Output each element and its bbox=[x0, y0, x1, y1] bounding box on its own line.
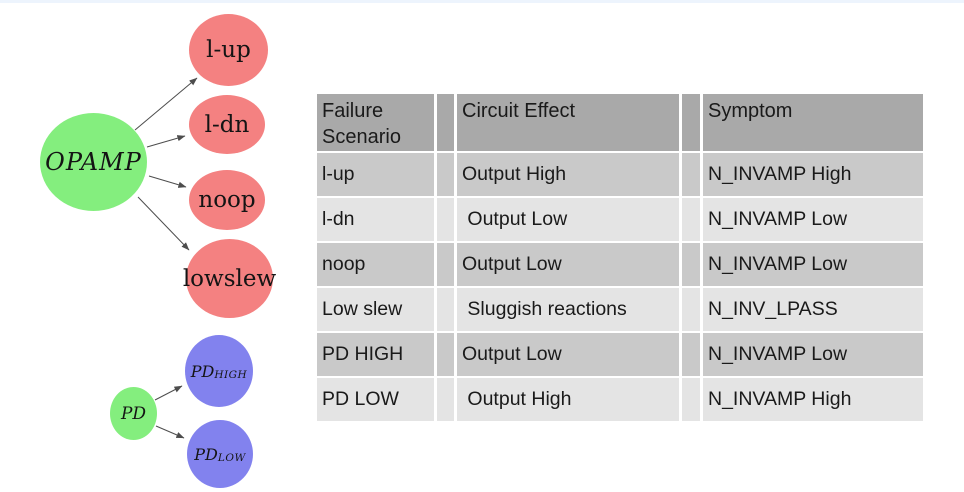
cell-scenario: PD HIGH bbox=[317, 333, 434, 376]
arrow-pd-pdlow-icon bbox=[155, 425, 185, 439]
node-pd-low-label: PD bbox=[194, 444, 218, 464]
cell-scenario: noop bbox=[317, 243, 434, 286]
node-pd-low: PD LOW bbox=[187, 420, 253, 488]
cell-effect: Output High bbox=[457, 153, 679, 196]
arrow-layer bbox=[134, 77, 198, 439]
arrow-opamp-lowslew-icon bbox=[137, 196, 190, 251]
cell-symptom: N_INV_LPASS bbox=[703, 288, 923, 331]
cell-spacer bbox=[437, 243, 454, 286]
node-pd-high-label: PD bbox=[190, 361, 215, 381]
node-opamp: OPAMP bbox=[40, 113, 147, 211]
cell-scenario: l-up bbox=[317, 153, 434, 196]
cell-spacer bbox=[682, 378, 700, 421]
node-noop: noop bbox=[189, 170, 265, 230]
cell-effect: Output Low bbox=[457, 333, 679, 376]
cell-spacer bbox=[437, 153, 454, 196]
node-lowslew-label: lowslew bbox=[182, 265, 277, 292]
node-pd-low-subscript: LOW bbox=[217, 451, 246, 464]
node-pd: PD bbox=[110, 387, 157, 440]
cell-scenario: Low slew bbox=[317, 288, 434, 331]
cell-scenario: PD LOW bbox=[317, 378, 434, 421]
cell-symptom: N_INVAMP High bbox=[703, 378, 923, 421]
cell-spacer bbox=[682, 288, 700, 331]
header-spacer bbox=[682, 94, 700, 151]
header-spacer bbox=[437, 94, 454, 151]
cell-spacer bbox=[682, 198, 700, 241]
header-symptom: Symptom bbox=[703, 94, 923, 151]
node-pd-high-subscript: HIGH bbox=[214, 368, 248, 381]
node-l-up: l-up bbox=[189, 14, 268, 86]
header-failure-scenario: Failure Scenario bbox=[317, 94, 434, 151]
node-noop-label: noop bbox=[198, 187, 256, 213]
cell-spacer bbox=[682, 243, 700, 286]
cell-effect: Output Low bbox=[457, 198, 679, 241]
cell-symptom: N_INVAMP Low bbox=[703, 198, 923, 241]
node-pd-high: PD HIGH bbox=[185, 335, 253, 407]
cell-spacer bbox=[437, 333, 454, 376]
cell-symptom: N_INVAMP Low bbox=[703, 333, 923, 376]
arrow-opamp-ldn-icon bbox=[146, 135, 186, 148]
arrow-connectors bbox=[134, 77, 198, 439]
cell-scenario: l-dn bbox=[317, 198, 434, 241]
cell-effect: Output High bbox=[457, 378, 679, 421]
node-opamp-label: OPAMP bbox=[45, 148, 142, 176]
arrow-opamp-lup-icon bbox=[134, 77, 198, 131]
cell-spacer bbox=[437, 198, 454, 241]
failure-symptom-table: Failure Scenario Circuit Effect Symptom … bbox=[317, 94, 923, 421]
fault-tree-diagram: OPAMP l-up l-dn noop lowslew PD PD HIGH P… bbox=[0, 0, 330, 492]
node-l-dn-label: l-dn bbox=[204, 111, 250, 138]
node-l-up-label: l-up bbox=[206, 37, 251, 63]
cell-effect: Sluggish reactions bbox=[457, 288, 679, 331]
node-pd-label: PD bbox=[120, 403, 147, 424]
node-l-dn: l-dn bbox=[189, 95, 265, 154]
cell-spacer bbox=[682, 333, 700, 376]
cell-spacer bbox=[682, 153, 700, 196]
header-circuit-effect: Circuit Effect bbox=[457, 94, 679, 151]
cell-spacer bbox=[437, 378, 454, 421]
cell-symptom: N_INVAMP Low bbox=[703, 243, 923, 286]
cell-effect: Output Low bbox=[457, 243, 679, 286]
node-lowslew: lowslew bbox=[182, 239, 277, 318]
arrow-pd-pdhigh-icon bbox=[154, 385, 183, 401]
top-accent-strip bbox=[0, 0, 964, 3]
cell-symptom: N_INVAMP High bbox=[703, 153, 923, 196]
arrow-opamp-noop-icon bbox=[148, 175, 187, 188]
cell-spacer bbox=[437, 288, 454, 331]
